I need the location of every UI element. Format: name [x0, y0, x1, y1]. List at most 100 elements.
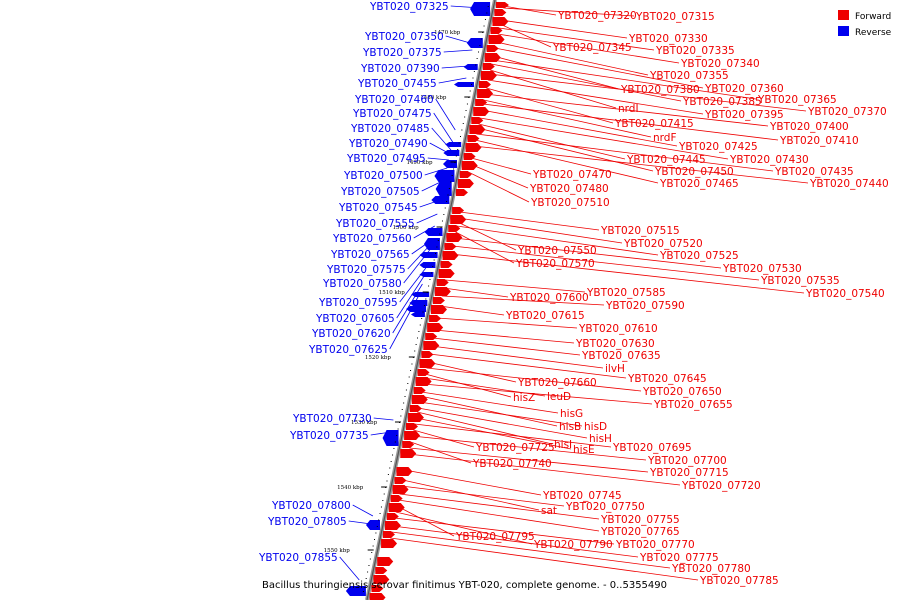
forward-connector [402, 479, 540, 511]
forward-connector [404, 469, 542, 496]
forward-gene-label: YBT020_07655 [653, 399, 733, 411]
forward-gene-feature [495, 2, 509, 8]
reverse-gene-label: YBT020_07565 [330, 249, 410, 261]
minor-tick [375, 532, 377, 534]
reverse-connector [433, 112, 454, 143]
forward-gene-feature [390, 495, 403, 502]
forward-connector [390, 537, 699, 581]
forward-connector [452, 245, 760, 281]
forward-gene-label: YBT020_07355 [649, 70, 729, 82]
forward-gene-feature [469, 125, 486, 134]
forward-gene-label: YBT020_07540 [805, 288, 885, 300]
forward-connector [500, 19, 628, 39]
forward-gene-feature [465, 143, 482, 152]
minor-tick [441, 220, 443, 222]
reverse-connector [431, 127, 452, 151]
minor-tick [394, 441, 396, 443]
minor-tick [444, 207, 446, 209]
minor-tick [440, 227, 442, 228]
minor-tick [393, 448, 395, 449]
forward-gene-feature [411, 395, 428, 404]
tick-label: 1500 kbp [393, 225, 420, 231]
minor-tick [447, 194, 449, 196]
minor-tick [455, 155, 457, 157]
forward-gene-label: YBT020_07410 [779, 135, 859, 147]
forward-gene-feature [438, 269, 455, 278]
reverse-connector [443, 49, 473, 53]
forward-gene-feature [377, 557, 394, 566]
forward-gene-feature [436, 279, 449, 286]
forward-gene-feature [446, 233, 463, 242]
forward-connector [494, 47, 704, 89]
minor-tick [372, 545, 374, 547]
reverse-connector [424, 167, 448, 176]
forward-connector [459, 211, 600, 231]
forward-connector [399, 493, 600, 520]
minor-tick [430, 272, 432, 274]
minor-tick [465, 110, 467, 111]
minor-tick [446, 201, 448, 202]
forward-gene-label: YBT020_07535 [760, 275, 840, 287]
reverse-gene-label: YBT020_07595 [318, 297, 398, 309]
forward-gene-feature [404, 431, 421, 440]
forward-gene-label: YBT020_07790 [533, 539, 613, 551]
forward-gene-label: YBT020_07740 [472, 458, 552, 470]
forward-connector [394, 517, 615, 545]
minor-tick [471, 84, 473, 85]
minor-tick [426, 292, 428, 293]
minor-tick [454, 162, 456, 163]
minor-tick [398, 422, 400, 423]
kbp-ticks: 1470 kbp 1480 kbp 1490 kbp 1500 kbp 1510 kbp… [324, 6, 489, 592]
minor-tick [486, 12, 488, 14]
forward-gene-label: YBT020_07430 [729, 154, 809, 166]
reverse-gene-label: YBT020_07350 [364, 31, 444, 43]
forward-gene-feature [486, 45, 499, 52]
forward-connector [434, 329, 575, 344]
minor-tick [400, 415, 402, 417]
reverse-connector [396, 275, 425, 319]
minor-tick [432, 266, 434, 267]
forward-connector [429, 353, 627, 379]
forward-gene-label: YBT020_07785 [699, 575, 779, 587]
forward-gene-label: YBT020_07395 [704, 109, 784, 121]
gene-labels: YBT020_07325 YBT020_07350 YBT020_07375 YBT0… [258, 1, 889, 587]
minor-tick [472, 77, 474, 79]
forward-gene-label: YBT020_07385 [682, 96, 762, 108]
forward-connector [456, 225, 659, 256]
forward-connector [426, 367, 642, 392]
forward-gene-label: YBT020_07695 [612, 442, 692, 454]
minor-tick [376, 526, 378, 527]
forward-gene-feature [440, 261, 453, 268]
reverse-gene-label: YBT020_07390 [360, 63, 440, 75]
forward-connector [489, 73, 807, 112]
forward-gene-label: YBT020_07470 [532, 169, 612, 181]
forward-gene-feature [381, 539, 398, 548]
reverse-gene-label: YBT020_07605 [315, 313, 395, 325]
forward-gene-label: YBT020_07775 [639, 552, 719, 564]
forward-connector [503, 5, 557, 16]
forward-connector [441, 295, 605, 306]
minor-tick [484, 19, 486, 20]
forward-gene-feature [494, 9, 507, 16]
forward-connector [503, 7, 635, 17]
forward-gene-label: YBT020_07755 [600, 514, 680, 526]
forward-gene-label: YBT020_07660 [517, 377, 597, 389]
minor-tick [369, 558, 371, 560]
reverse-gene-feature [419, 262, 436, 268]
forward-gene-feature [467, 135, 480, 142]
forward-connector [479, 117, 729, 160]
forward-connector [391, 531, 671, 569]
reverse-gene-feature [410, 312, 425, 317]
forward-gene-feature [492, 17, 509, 26]
forward-connector [458, 217, 623, 244]
reverse-gene-feature [431, 196, 450, 204]
forward-gene-label: leuD [547, 391, 571, 403]
forward-connector [450, 253, 805, 294]
minor-tick [386, 480, 388, 482]
reverse-gene-feature [345, 586, 366, 596]
forward-gene-feature [442, 251, 459, 260]
forward-gene-label: YBT020_07770 [615, 539, 695, 551]
legend-reverse-swatch [838, 26, 849, 36]
forward-gene-label: ilvH [605, 363, 625, 375]
forward-connector [427, 361, 517, 383]
